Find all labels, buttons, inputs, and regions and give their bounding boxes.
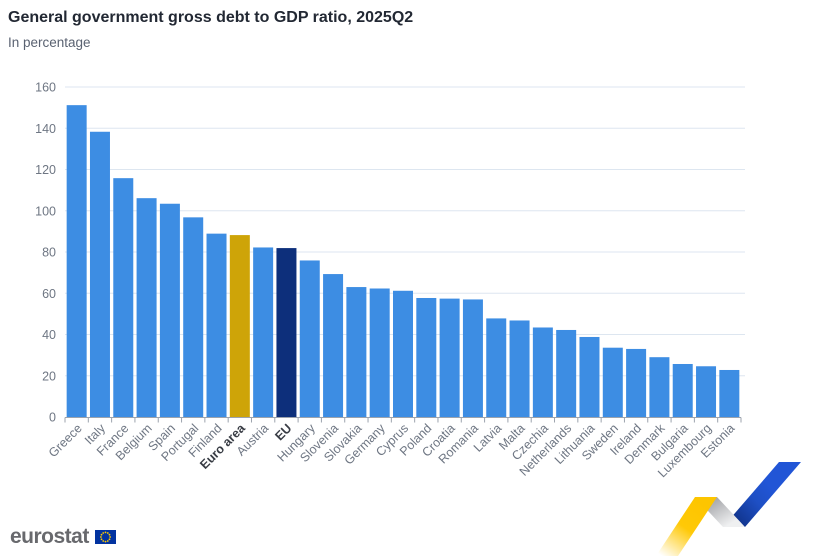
y-axis-tick-label: 40 bbox=[42, 328, 56, 342]
bar-estonia[interactable]: Estonia: 22.8% bbox=[719, 369, 740, 417]
bar-latvia[interactable]: Latvia: 47.8% bbox=[486, 318, 507, 417]
bar-denmark[interactable]: Denmark: 29% bbox=[649, 357, 670, 417]
eurostat-logo-text: eurostat bbox=[10, 525, 89, 548]
bar-greece[interactable]: Greece: 151.2% bbox=[66, 105, 87, 418]
eu-flag-star bbox=[106, 539, 109, 542]
y-axis-tick-label: 140 bbox=[35, 122, 56, 136]
bar-luxembourg[interactable]: Luxembourg: 24.6% bbox=[696, 366, 717, 417]
bar-finland[interactable]: Finland: 88.9% bbox=[206, 233, 227, 417]
y-axis-tick-label: 120 bbox=[35, 163, 56, 177]
bar-eu[interactable]: EU: 81.9% bbox=[276, 248, 297, 417]
bar-france[interactable]: France: 115.8% bbox=[113, 178, 134, 417]
ribbon-yellow-stroke bbox=[656, 497, 717, 556]
bar-portugal[interactable]: Portugal: 96.8% bbox=[183, 217, 204, 417]
bar-malta[interactable]: Malta: 46.8% bbox=[509, 320, 530, 417]
bar-austria[interactable]: Austria: 82.2% bbox=[253, 247, 274, 417]
bar-spain[interactable]: Spain: 103.4% bbox=[159, 203, 180, 417]
bar-poland[interactable]: Poland: 57.7% bbox=[416, 297, 437, 417]
eurostat-ribbon-decoration bbox=[656, 462, 801, 556]
eu-flag-star bbox=[100, 537, 103, 540]
eu-flag-star bbox=[104, 531, 107, 533]
eu-flag-icon bbox=[94, 529, 116, 544]
bar-croatia[interactable]: Croatia: 57.4% bbox=[439, 298, 460, 417]
y-axis-tick-label: 100 bbox=[35, 204, 56, 218]
bar-sweden[interactable]: Sweden: 33.6% bbox=[602, 347, 623, 417]
bar-bulgaria[interactable]: Bulgaria: 25.7% bbox=[672, 363, 693, 417]
chart-subtitle: In percentage bbox=[8, 35, 91, 50]
bar-slovenia[interactable]: Slovenia: 69.3% bbox=[323, 274, 344, 417]
bar-germany[interactable]: Germany: 62.3% bbox=[369, 288, 390, 417]
page-title: General government gross debt to GDP rat… bbox=[8, 9, 414, 26]
y-axis-tick-label: 60 bbox=[42, 287, 56, 301]
eu-flag-star bbox=[102, 539, 104, 542]
ribbon-blue-stroke bbox=[723, 462, 801, 527]
eu-flag-star bbox=[108, 533, 111, 536]
debt-to-gdp-bar-chart[interactable]: 0 20 40 60 80 100 120 140 160 Greece: 151.2%Italy… bbox=[0, 0, 823, 520]
eu-flag-star bbox=[99, 535, 102, 538]
y-axis-tick-label: 160 bbox=[35, 81, 56, 95]
eu-flag-star bbox=[106, 531, 109, 534]
bar-romania[interactable]: Romania: 57% bbox=[462, 299, 483, 417]
eu-flag-star bbox=[100, 533, 103, 536]
eu-flag-star bbox=[104, 540, 107, 542]
bar-ireland[interactable]: Ireland: 33% bbox=[626, 348, 647, 417]
eu-flag-star bbox=[109, 535, 111, 538]
bar-lithuania[interactable]: Lithuania: 38.8% bbox=[579, 336, 600, 417]
bar-euro-area[interactable]: Euro area: 88.2% bbox=[229, 235, 250, 417]
y-axis-tick-label: 80 bbox=[42, 246, 56, 260]
bar-cyprus[interactable]: Cyprus: 61.2% bbox=[393, 290, 413, 417]
bar-netherlands[interactable]: Netherlands: 42.2% bbox=[556, 329, 577, 417]
y-axis-tick-label: 20 bbox=[42, 369, 56, 383]
bar-slovakia[interactable]: Slovakia: 63% bbox=[346, 287, 367, 417]
x-axis-category-label: Greece bbox=[46, 421, 85, 460]
bar-czechia[interactable]: Czechia: 43.4% bbox=[532, 327, 553, 417]
eu-flag-star bbox=[102, 531, 104, 534]
bar-italy[interactable]: Italy: 138.3% bbox=[89, 131, 110, 417]
bar-belgium[interactable]: Belgium: 106.1% bbox=[136, 198, 157, 417]
chart-header: General government gross debt to GDP rat… bbox=[8, 8, 413, 50]
eu-flag-star bbox=[108, 537, 111, 540]
bar-hungary[interactable]: Hungary: 75.9% bbox=[299, 260, 320, 417]
eurostat-logo: eurostat bbox=[10, 526, 116, 547]
y-axis-tick-label: 0 bbox=[49, 411, 56, 425]
